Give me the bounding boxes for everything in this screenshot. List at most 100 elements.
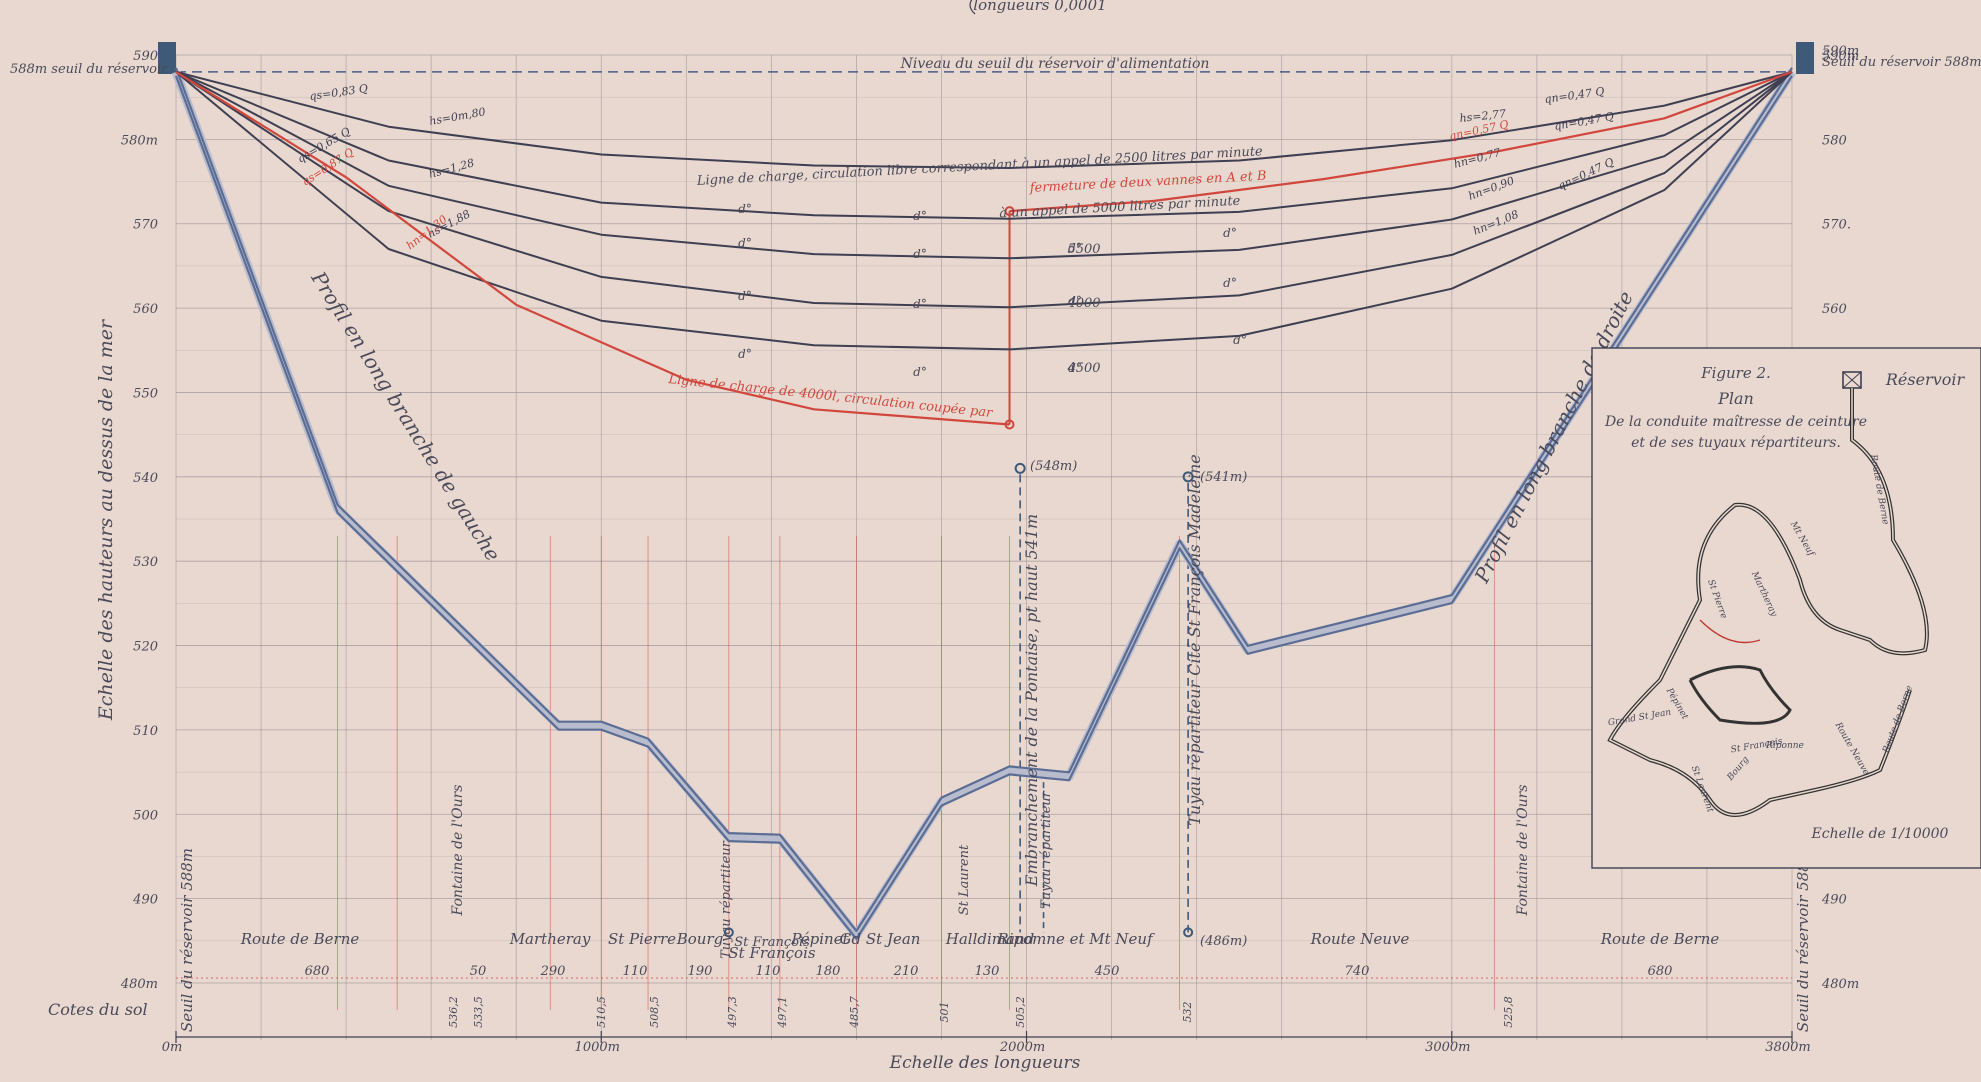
series-label-5500: 5500 <box>1067 242 1100 257</box>
segment-length: 450 <box>1094 964 1120 979</box>
reservoir-block-left <box>158 42 176 74</box>
ground-elevation: 536,2 <box>447 996 460 1028</box>
y-tick-label-right: 570. <box>1822 218 1851 233</box>
series-mark-ditto: d° <box>738 202 752 216</box>
y-tick-label-right: 480m <box>1821 977 1859 992</box>
inset-reservoir-cross <box>1842 371 1862 389</box>
y-tick-label-left: 480m <box>120 977 158 992</box>
inset-title: Figure 2. <box>1700 364 1771 382</box>
annotation-seuil-left: Seuil du réservoir 588m <box>178 848 196 1032</box>
series-mark-ditto: d° <box>738 236 752 250</box>
segment-length: 130 <box>975 964 1000 979</box>
annotations <box>158 42 1814 1010</box>
inset-inner-loop <box>1688 665 1792 725</box>
segment-length: 180 <box>816 964 841 979</box>
y-tick-label-left: 520 <box>133 640 158 655</box>
y-tick-label-right: 560 <box>1822 302 1847 317</box>
segment-name: Bourg <box>676 930 724 948</box>
segment-name: Route Neuve <box>1310 930 1410 948</box>
inset-plan: Figure 2. Plan De la conduite maîtresse de… <box>1591 347 1981 869</box>
annotation-reservoir-level: Niveau du seuil du réservoir d'alimentat… <box>900 56 1210 72</box>
segment-length: 680 <box>1648 964 1673 979</box>
series-mark-ditto: d° <box>1223 276 1237 290</box>
annotation-stfrancois: St François <box>734 935 810 950</box>
ground-elevation: 505,2 <box>1014 996 1027 1028</box>
series-mark-ditto: d° <box>913 247 927 261</box>
branch-point-486 <box>1183 927 1194 938</box>
segment-name: Gd St Jean <box>840 930 921 948</box>
ground-elevation: 508,5 <box>648 996 661 1028</box>
series-mark-ditto: d° <box>1068 241 1082 255</box>
branch-point-stfrancois <box>723 927 734 938</box>
series-mark-ditto: d° <box>913 365 927 379</box>
annotation-right-590: 590m <box>1822 44 1859 59</box>
segment-name: Martheray <box>509 930 591 948</box>
annotation-fontaine-ours-right: Fontaine de l'Ours <box>1515 785 1531 917</box>
segment-name: Route de Berne <box>240 930 360 948</box>
segment-name: Ripomne et Mt Neuf <box>996 930 1155 948</box>
annotation-left-threshold: 588m seuil du réservoir <box>10 62 168 77</box>
series-line-1 <box>175 70 1793 169</box>
inset-ring-inner <box>1608 388 1928 816</box>
series-mark: hs=2,77 <box>1459 107 1507 125</box>
ground-elevation: 532 <box>1181 1002 1194 1023</box>
segment-length: 210 <box>893 964 919 979</box>
series-mark-ditto: d° <box>1223 226 1237 240</box>
x-tick-label: 3000m <box>1425 1040 1470 1055</box>
series-label-4000: 4000 <box>1066 296 1100 311</box>
series-mark-ditto: d° <box>913 297 927 311</box>
x-axis-label: Echelle des longueurs <box>889 1053 1081 1073</box>
segment-length: 110 <box>623 964 648 979</box>
series-mark-ditto: d° <box>913 209 927 223</box>
series-mark-ditto: d° <box>738 289 752 303</box>
ground-elevation: 533,5 <box>472 996 485 1028</box>
inset-branch <box>1699 619 1761 644</box>
segment-length: 190 <box>688 964 713 979</box>
y-tick-label-left: 500 <box>133 808 158 823</box>
series-line-3 <box>175 71 1793 260</box>
annotation-seuil-right: Seuil du réservoir 588m <box>1794 848 1812 1032</box>
ground-elevation: 510,5 <box>595 996 608 1028</box>
y-tick-label-right: 590m <box>1822 49 1859 64</box>
segment-name: Halldimand <box>945 930 1034 948</box>
segment-length: 290 <box>540 964 566 979</box>
series-mark-ditto: d° <box>738 347 752 361</box>
inset-frame <box>1591 347 1981 869</box>
annotation-repartiteur-b: Tuyau répartiteur <box>719 840 734 959</box>
inset-caption-2: et de ses tuyaux répartiteurs. <box>1631 435 1841 451</box>
annotation-stlaurent: St Laurent <box>957 844 972 915</box>
subtitle-bracket <box>969 0 976 15</box>
y-tick-label-left: 550 <box>133 386 158 401</box>
annotation-548: (548m) <box>1030 459 1077 474</box>
series-line-7 <box>1009 70 1793 213</box>
y-tick-label-left: 580m <box>121 133 158 148</box>
y-tick-label-left: 590 <box>133 49 158 64</box>
segment-name: Pépinet <box>790 930 849 948</box>
x-tick-label: 0m <box>162 1040 183 1055</box>
ground-elevation: 525,8 <box>1502 996 1515 1028</box>
inset-scale: Echelle de 1/10000 <box>1811 826 1949 842</box>
series-line-4 <box>175 71 1793 309</box>
branch-point-548 <box>1014 462 1026 474</box>
segment-length: 740 <box>1345 964 1370 979</box>
y-tick-label-left: 560 <box>133 302 158 317</box>
inset-subtitle: Plan <box>1717 389 1754 408</box>
x-tick-label: 2000m <box>999 1040 1045 1055</box>
inset-reservoir-label: Réservoir <box>1885 370 1966 389</box>
ground-elevation: 497,3 <box>726 996 739 1029</box>
series <box>171 67 1796 940</box>
annotation-repartiteur-a: Tuyau répartiteur <box>1039 790 1054 909</box>
inset-street-label: Riponne <box>1765 741 1804 751</box>
annotation-embranchement: Embranchement de la Pontaise, pt haut 54… <box>1022 514 1041 887</box>
y-tick-label-left: 570 <box>133 218 158 233</box>
annotation-fontaine-ours-left: Fontaine de l'Ours <box>450 785 466 917</box>
profile-pipe-bottom <box>174 75 1793 940</box>
segment-name: St Pierre <box>608 930 676 948</box>
y-tick-label-left: 510 <box>133 724 158 739</box>
annotation-madeleine: Tuyau répartiteur Cité St François Madel… <box>1185 454 1204 826</box>
series-label-4500: 4500 <box>1066 361 1100 376</box>
y-tick-label-left: 490 <box>132 893 158 908</box>
series-mark-ditto: d° <box>1068 361 1082 375</box>
